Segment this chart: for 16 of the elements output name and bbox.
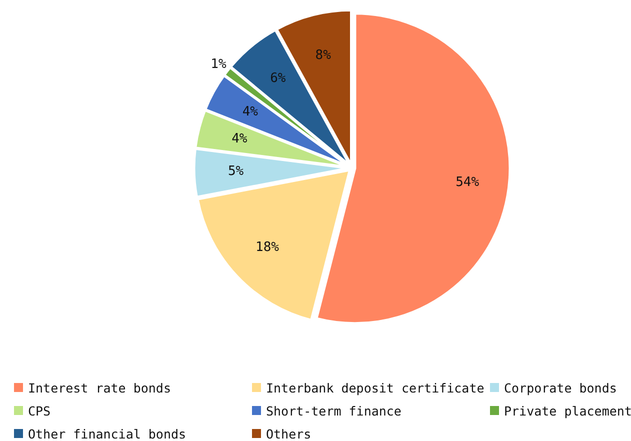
legend-label: CPS — [28, 404, 51, 418]
legend-label: Other financial bonds — [28, 426, 186, 441]
legend-label: Interbank deposit certificate — [266, 380, 484, 396]
data-label: 54% — [456, 175, 480, 190]
legend-label: Short-term finance — [266, 404, 402, 418]
data-label: 4% — [242, 104, 258, 120]
data-label: 6% — [270, 70, 286, 86]
legend-label: Corporate bonds — [504, 380, 617, 396]
data-label: 4% — [232, 132, 248, 147]
data-label: 1% — [210, 56, 226, 72]
data-label: 8% — [315, 48, 332, 63]
data-label: 5% — [228, 164, 244, 180]
legend-label: Others — [266, 426, 312, 441]
legend-label: Private placement — [504, 404, 631, 418]
legend-label: Interest rate bonds — [28, 380, 171, 396]
data-label: 18% — [256, 240, 280, 256]
